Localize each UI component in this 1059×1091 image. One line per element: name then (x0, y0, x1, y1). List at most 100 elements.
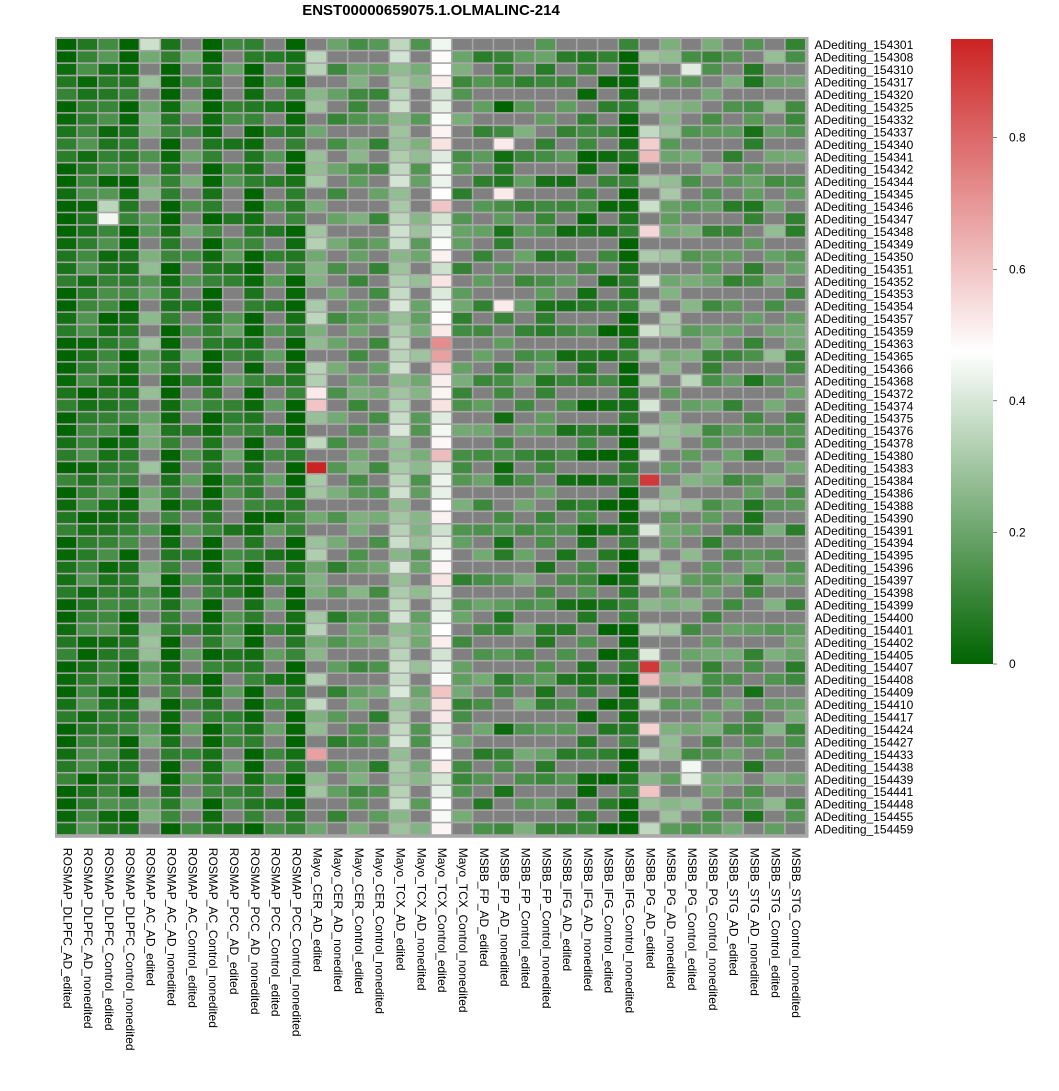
heatmap-cell (515, 39, 535, 50)
heatmap-cell (452, 711, 472, 723)
heatmap-cell (410, 312, 431, 324)
heatmap-cell (431, 375, 451, 386)
heatmap-cell (431, 412, 451, 424)
heatmap-cell (681, 723, 701, 735)
heatmap-cell (785, 599, 805, 611)
heatmap-cell (369, 39, 389, 50)
heatmap-cell (473, 561, 493, 573)
heatmap-cell (140, 200, 160, 212)
heatmap-cell (223, 761, 243, 772)
heatmap-cell (619, 113, 639, 125)
heatmap-cell (57, 113, 77, 125)
heatmap-cell (639, 512, 660, 523)
heatmap-cell (202, 138, 222, 150)
heatmap-cell (181, 748, 202, 760)
heatmap-cell (140, 586, 160, 598)
heatmap-cell (119, 151, 139, 162)
heatmap-cell (764, 561, 785, 573)
heatmap-cell (681, 126, 701, 137)
heatmap-cell (327, 39, 347, 50)
heatmap-cell (410, 350, 431, 362)
heatmap-cell (202, 786, 222, 797)
heatmap-cell (473, 611, 493, 623)
heatmap-cell (98, 761, 118, 772)
heatmap-cell (723, 649, 743, 660)
heatmap-cell (140, 288, 160, 299)
heatmap-cell (764, 474, 785, 486)
heatmap-cell (223, 561, 243, 573)
column-label: MSBB_STG_Control_edited (768, 848, 782, 998)
heatmap-cell (702, 524, 722, 536)
row-label: ADediting_154357 (815, 312, 914, 326)
heatmap-cell (702, 499, 722, 511)
heatmap-cell (556, 574, 576, 586)
heatmap-cell (452, 773, 472, 785)
column-label: ROSMAP_DLPFC_Control_edited (102, 848, 116, 1031)
heatmap-cell (556, 238, 576, 250)
heatmap-cell (723, 736, 743, 748)
heatmap-cell (598, 761, 618, 772)
heatmap-cell (723, 761, 743, 772)
heatmap-cell (473, 175, 493, 187)
heatmap-cell (286, 736, 306, 748)
heatmap-cell (556, 412, 576, 424)
heatmap-cell (77, 101, 98, 113)
heatmap-cell (535, 63, 556, 75)
heatmap-cell (723, 163, 743, 175)
heatmap-cell (161, 387, 181, 399)
heatmap-cell (785, 636, 805, 648)
heatmap-cell (452, 163, 472, 175)
heatmap-cell (431, 424, 451, 436)
heatmap-cell (785, 424, 805, 436)
heatmap-cell (265, 76, 285, 88)
heatmap-cell (265, 437, 285, 449)
heatmap-cell (181, 113, 202, 125)
heatmap-cell (494, 350, 514, 362)
heatmap-cell (286, 250, 306, 262)
heatmap-cell (390, 599, 410, 611)
heatmap-cell (286, 126, 306, 137)
heatmap-cell (369, 300, 389, 312)
heatmap-cell (348, 624, 368, 635)
heatmap-cell (223, 263, 243, 274)
heatmap-cell (431, 325, 451, 337)
heatmap-cell (57, 624, 77, 635)
heatmap-cell (286, 51, 306, 63)
heatmap-cell (265, 188, 285, 200)
heatmap-cell (494, 661, 514, 673)
heatmap-cell (431, 786, 451, 797)
heatmap-cell (244, 325, 264, 337)
heatmap-cell (390, 387, 410, 399)
heatmap-cell (785, 462, 805, 474)
heatmap-cell (327, 524, 347, 536)
heatmap-cell (77, 537, 98, 548)
heatmap-cell (244, 200, 264, 212)
heatmap-cell (390, 250, 410, 262)
heatmap-cell (598, 213, 618, 225)
heatmap-cell (702, 350, 722, 362)
heatmap-cell (431, 163, 451, 175)
heatmap-cell (306, 88, 327, 100)
heatmap-cell (577, 275, 597, 287)
row-label: ADediting_154353 (815, 287, 914, 301)
heatmap-cell (785, 586, 805, 598)
heatmap-cell (785, 188, 805, 200)
heatmap-cell (98, 549, 118, 561)
heatmap-cell (431, 823, 451, 835)
heatmap-cell (660, 88, 680, 100)
heatmap-cell (348, 736, 368, 748)
heatmap-cell (515, 810, 535, 822)
heatmap-cell (286, 512, 306, 523)
heatmap-cell (202, 151, 222, 162)
heatmap-cell (535, 549, 556, 561)
heatmap-cell (181, 362, 202, 374)
heatmap-cell (410, 288, 431, 299)
heatmap-cell (410, 437, 431, 449)
heatmap-cell (702, 636, 722, 648)
heatmap-cell (306, 101, 327, 113)
heatmap-cell (181, 487, 202, 499)
heatmap-cell (681, 810, 701, 822)
heatmap-cell (452, 275, 472, 287)
heatmap-cell (535, 761, 556, 772)
heatmap-cell (306, 175, 327, 187)
